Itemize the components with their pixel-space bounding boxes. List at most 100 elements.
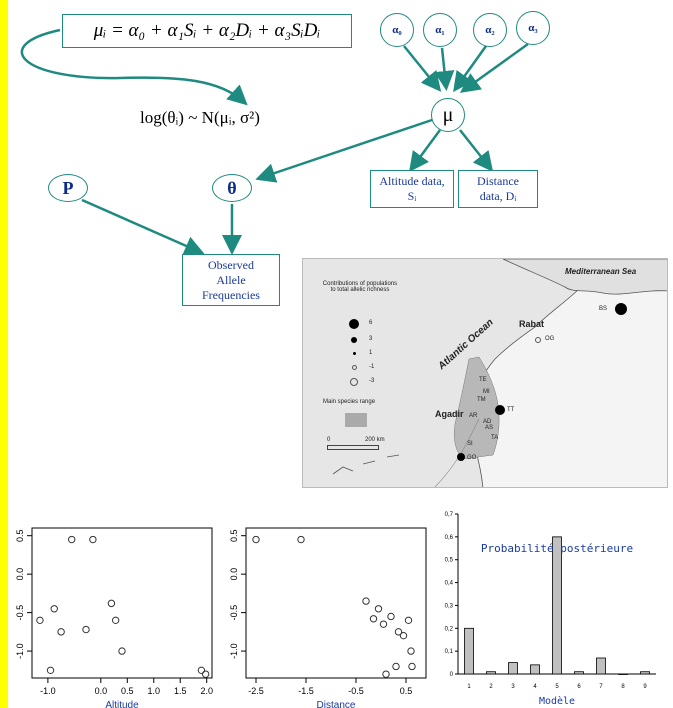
x-tick-label: 0.0 <box>95 686 108 696</box>
x-axis-label: Modèle <box>539 695 575 707</box>
legend-dot-neg1 <box>352 365 357 370</box>
x-tick-label: -1.5 <box>298 686 314 696</box>
morocco-map: Contributions of populations to total al… <box>302 258 668 488</box>
mu-to-altitude-arrow <box>409 129 442 173</box>
scale-label-200: 200 km <box>365 437 385 443</box>
site-bs-label: BS <box>599 306 608 312</box>
bar <box>508 662 518 675</box>
legend-title-line2: to total allelic richness <box>330 287 390 293</box>
data-point <box>89 535 97 544</box>
x-tick-label: 5 <box>555 684 559 690</box>
alpha0-to-mu-arrow <box>403 45 442 92</box>
y-tick-label: -1.0 <box>15 643 25 659</box>
data-point <box>68 535 76 544</box>
x-tick-label: 9 <box>643 684 647 690</box>
x-tick-label: 2.0 <box>200 686 213 696</box>
x-axis-label: Altitude <box>105 700 139 708</box>
data-point <box>46 666 55 675</box>
y-tick-label: 0,7 <box>445 512 454 518</box>
y-tick-label: 0,2 <box>445 626 454 632</box>
data-point <box>197 666 206 675</box>
mu-to-distance-arrow <box>459 129 494 172</box>
p-node: P <box>48 174 88 202</box>
distance-box-line1: Distance <box>477 174 519 188</box>
legend-dot-1 <box>353 352 356 355</box>
x-tick-label: 1.5 <box>174 686 187 696</box>
x-tick-label: 1 <box>467 684 471 690</box>
alpha2-to-mu-arrow <box>453 45 488 93</box>
data-point <box>404 616 413 625</box>
x-tick-label: 7 <box>599 684 603 690</box>
diagram-arrows <box>20 28 529 256</box>
site-bs-dot <box>615 303 627 315</box>
model-equation: μᵢ = α₀ + α₁Sᵢ + α₂Dᵢ + α₃SᵢDᵢ <box>93 20 321 41</box>
y-tick-label: 0,6 <box>445 535 454 541</box>
bar <box>618 673 628 675</box>
alpha0-node: α₀ <box>380 13 414 47</box>
site-tm-label: TM <box>477 397 486 403</box>
site-ad-label: AD <box>483 419 492 425</box>
site-tt-dot <box>495 405 505 415</box>
bar <box>530 664 540 675</box>
x-tick-label: 2 <box>489 684 493 690</box>
site-og-dot <box>535 337 541 343</box>
altitude-box-line1: Altitude data, <box>379 174 445 188</box>
p-label: P <box>62 177 74 198</box>
x-tick-label: 0.5 <box>121 686 134 696</box>
y-tick-label: 0,5 <box>445 558 454 564</box>
y-tick-label: -0.5 <box>15 605 25 621</box>
agadir-label: Agadir <box>435 409 464 419</box>
data-point <box>57 628 65 636</box>
legend-value-1: 1 <box>369 350 373 356</box>
data-point <box>201 670 210 678</box>
site-ta-label: TA <box>491 435 499 441</box>
x-tick-label: 3 <box>511 684 515 690</box>
legend-dot-6 <box>349 319 359 329</box>
altitude-box-line2: Sᵢ <box>407 189 417 203</box>
charts-panel: -1.0 0.0 0.5 1.0 1.5 2.0 0.5 0.0 -0.5 -1.0 Altitud… <box>15 512 656 708</box>
plot-frame <box>245 527 427 679</box>
site-si-label: SI <box>467 441 473 447</box>
distance-data-box: Distance data, Dᵢ <box>458 170 538 208</box>
mu-node: μ <box>431 98 465 132</box>
scatter-altitude-chart: -1.0 0.0 0.5 1.0 1.5 2.0 0.5 0.0 -0.5 -1.0 Altitud… <box>15 527 213 708</box>
yellow-sidebar-bar <box>0 0 8 708</box>
data-point <box>111 616 120 625</box>
mediterranean-sea-label: Mediterranean Sea <box>565 267 637 276</box>
theta-label: θ <box>227 177 237 198</box>
data-point <box>387 612 395 621</box>
alpha2-node: α₂ <box>473 13 507 47</box>
data-point <box>382 670 390 678</box>
data-point <box>36 616 44 625</box>
x-tick-label: -0.5 <box>348 686 364 696</box>
mu-label: μ <box>442 103 454 126</box>
lognormal-relation: log(θᵢ) ~ N(μᵢ, σ²) <box>140 108 260 127</box>
data-point <box>297 535 305 544</box>
bar <box>464 627 474 675</box>
equation-to-lognormal-arrow <box>20 28 248 106</box>
scatter-distance-chart: -2.5 -1.5 -0.5 0.5 0.5 0.0 -0.5 -1.0 Distance <box>229 527 427 708</box>
site-as-label: AS <box>485 425 494 431</box>
legend-value-neg1: -1 <box>369 364 375 370</box>
data-point <box>252 535 260 544</box>
allele-box-line3: Frequencies <box>202 287 260 302</box>
legend-title-line1: Contributions of populations <box>322 281 398 287</box>
alpha2-label: α₂ <box>485 24 495 36</box>
y-tick-label: -0.5 <box>229 605 239 621</box>
data-point <box>394 628 403 636</box>
legend-value-6: 6 <box>369 320 373 326</box>
data-point <box>379 620 388 628</box>
distance-box-line2: data, Dᵢ <box>479 189 517 203</box>
data-point <box>50 605 58 613</box>
legend-dot-neg3 <box>350 378 358 386</box>
site-mi-label: MI <box>483 389 490 395</box>
legend-range-label: Main species range <box>323 399 376 405</box>
x-axis-label: Distance <box>317 700 356 708</box>
x-tick-label: -2.5 <box>248 686 264 696</box>
y-tick-label: 0,1 <box>445 649 454 655</box>
x-tick-label: -1.0 <box>40 686 56 696</box>
x-tick-label: 0.5 <box>400 686 413 696</box>
chart-title: Probabilité postérieure <box>481 542 633 555</box>
bar <box>596 657 606 675</box>
site-go-dot <box>457 453 465 461</box>
